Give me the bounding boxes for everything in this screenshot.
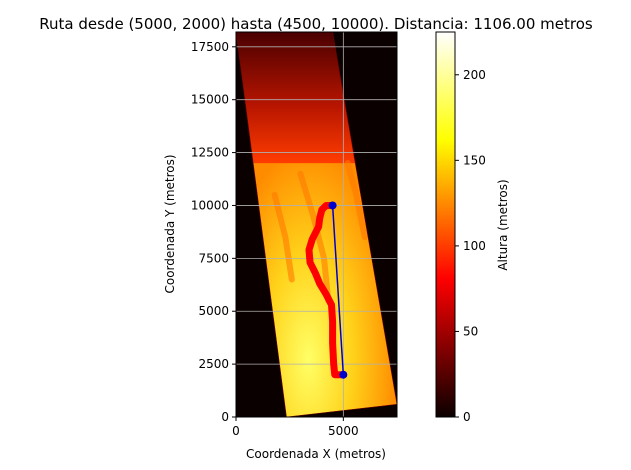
terrain-outline	[236, 32, 397, 417]
terrain-channel	[271, 191, 295, 283]
grid	[236, 32, 397, 417]
y-tick-label: 7500	[198, 251, 229, 265]
colorbar-tick-label: 150	[463, 153, 486, 167]
colorbar-gradient	[435, 31, 456, 418]
plot-frame	[235, 31, 398, 418]
chart-title: Ruta desde (5000, 2000) hasta (4500, 100…	[39, 15, 593, 33]
colorbar-tick-label: 50	[463, 324, 478, 338]
y-axis-label: Coordenada Y (metros)	[163, 154, 177, 293]
y-tick-label: 17500	[191, 40, 229, 54]
route-path	[305, 201, 347, 379]
colorbar-tick-label: 0	[463, 410, 471, 424]
y-tick-label: 5000	[198, 304, 229, 318]
route-straight-line	[331, 205, 345, 375]
colorbar-label: Altura (metros)	[496, 179, 510, 270]
route-end-point	[328, 201, 337, 210]
y-tick-label: 2500	[198, 357, 229, 371]
y-tick-label: 10000	[191, 198, 229, 212]
colorbar-ticks: 0 50 100 150 200	[455, 68, 486, 424]
y-ticks: 0 2500 5000 7500 10000 12500 15000 17500	[191, 40, 236, 424]
y-tick-label: 0	[221, 410, 229, 424]
x-tick-label: 5000	[328, 424, 359, 438]
plot-area	[236, 32, 397, 417]
colorbar: 0 50 100 150 200 Altura (metros)	[435, 31, 510, 424]
x-axis-label: Coordenada X (metros)	[246, 447, 386, 461]
terrain-channel	[344, 160, 368, 241]
route-start-point	[339, 370, 348, 379]
y-tick-label: 12500	[191, 146, 229, 160]
colorbar-tick-label: 100	[463, 239, 486, 253]
colorbar-tick-label: 200	[463, 68, 486, 82]
x-tick-label: 0	[232, 424, 240, 438]
route	[305, 201, 348, 379]
terrain-channel	[297, 170, 332, 304]
x-ticks: 0 5000	[232, 417, 359, 438]
y-tick-label: 15000	[191, 93, 229, 107]
